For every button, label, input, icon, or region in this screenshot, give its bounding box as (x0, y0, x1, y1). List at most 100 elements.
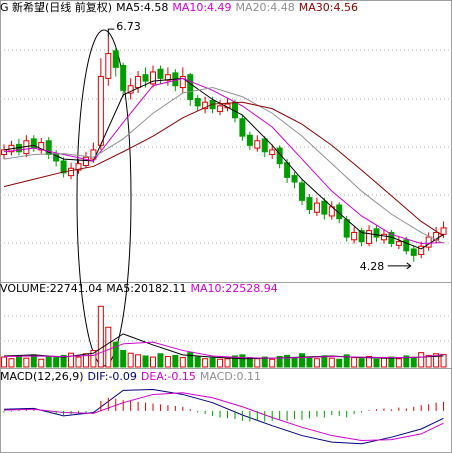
candle-body (366, 230, 373, 244)
candle-body (82, 156, 89, 167)
candle-body (358, 230, 365, 243)
ma-line (3, 341, 444, 359)
candle-body (410, 248, 417, 256)
volume-bar (187, 352, 194, 368)
candle-body (202, 101, 209, 110)
candle-body (299, 182, 305, 201)
volume-bar (366, 356, 373, 368)
grid (0, 49, 452, 342)
volume-bar (269, 358, 276, 368)
volume-bar (112, 341, 119, 368)
volume-bar (418, 352, 425, 368)
legend-entry: MACD(12,26,9) (0, 370, 84, 383)
candle-body (75, 163, 82, 171)
volume-bar (224, 358, 231, 368)
volume-bar (380, 357, 387, 368)
volume-bar (164, 356, 171, 368)
annotation-arrowhead (406, 262, 412, 270)
candle-body (313, 202, 320, 213)
volume-bar (142, 355, 149, 368)
volume-bar (8, 358, 15, 368)
candle-body (373, 228, 380, 238)
candle-body (157, 68, 164, 79)
candle-body (150, 71, 156, 85)
annotation-label: 4.28 (360, 260, 385, 273)
ma-line (3, 389, 444, 445)
candle-body (336, 204, 343, 220)
legend-entry: MA30:4.56 (299, 1, 358, 14)
candle-body (60, 160, 67, 174)
volume-bar (328, 357, 335, 368)
volume-bar (433, 353, 440, 368)
candle-body (306, 197, 313, 211)
volume-bar (440, 353, 447, 368)
annotation-label: 6.73 (116, 20, 141, 33)
volume-bar (45, 356, 52, 368)
volume-bar (15, 355, 22, 368)
volume-bar (97, 305, 104, 368)
legend-entry: DIF:-0.09 (88, 370, 137, 383)
legend-entry: MACD:0.11 (200, 370, 261, 383)
legend-entry: MA20:4.48 (236, 1, 295, 14)
candle-body (97, 76, 104, 146)
volume-bar (284, 354, 291, 368)
volume-bar (105, 326, 112, 368)
candle-body (418, 245, 425, 255)
candle-body (276, 147, 283, 165)
volume-bar (388, 356, 395, 368)
candle-body (194, 98, 201, 107)
volume-bar (209, 357, 216, 368)
volume-bar (202, 358, 209, 368)
volume-bar (395, 358, 402, 368)
legend-entry: VOLUME:22741.04 (0, 282, 102, 295)
volume-bar (30, 354, 37, 368)
volume-bar (313, 358, 320, 368)
legend-entry: G 新希望(日线 前复权) (0, 0, 112, 14)
highlight-ellipse (76, 29, 132, 367)
annotation-arrow (107, 28, 115, 38)
candle-body (217, 105, 224, 112)
volume-bar (38, 358, 45, 368)
volume-bar (410, 357, 417, 368)
ma-line (3, 77, 444, 250)
volume-bar (425, 354, 432, 368)
legend-entry: MA10:4.49 (172, 1, 231, 14)
volume-bar (135, 354, 142, 368)
candle-body (246, 134, 253, 146)
volume-bar (127, 352, 134, 368)
volume-bar (90, 349, 97, 368)
volume-bar (68, 352, 75, 368)
candle-body (380, 233, 387, 241)
ma-line (3, 77, 444, 244)
candle-body (112, 50, 119, 68)
candle-body (343, 219, 350, 238)
volume-bar (157, 353, 164, 368)
candle-body (261, 138, 268, 153)
ma-line (3, 392, 444, 441)
candle-body (291, 175, 298, 183)
candle-body (68, 167, 75, 177)
candle-body (127, 85, 134, 94)
ma-line (3, 87, 444, 244)
candle-body (403, 239, 410, 252)
volume-bar (321, 355, 328, 368)
candle-body (120, 65, 127, 91)
candle-body (142, 74, 149, 82)
volume-bar (172, 354, 179, 368)
volume-bar (261, 356, 268, 368)
volume-bar (291, 357, 298, 368)
volume-bar (120, 349, 127, 368)
volume-bar (150, 356, 156, 368)
candle-body (321, 200, 328, 215)
candle-body (395, 241, 402, 246)
volume-bar (254, 358, 261, 368)
volume-bar (217, 358, 224, 368)
candle-body (351, 231, 358, 241)
ma-line (3, 101, 444, 237)
candle-body (440, 227, 447, 235)
volume-bar (23, 357, 30, 368)
volume-bar (358, 358, 365, 368)
volume-bar (403, 355, 410, 368)
volume-bar (53, 357, 60, 368)
candle-body (30, 138, 37, 149)
